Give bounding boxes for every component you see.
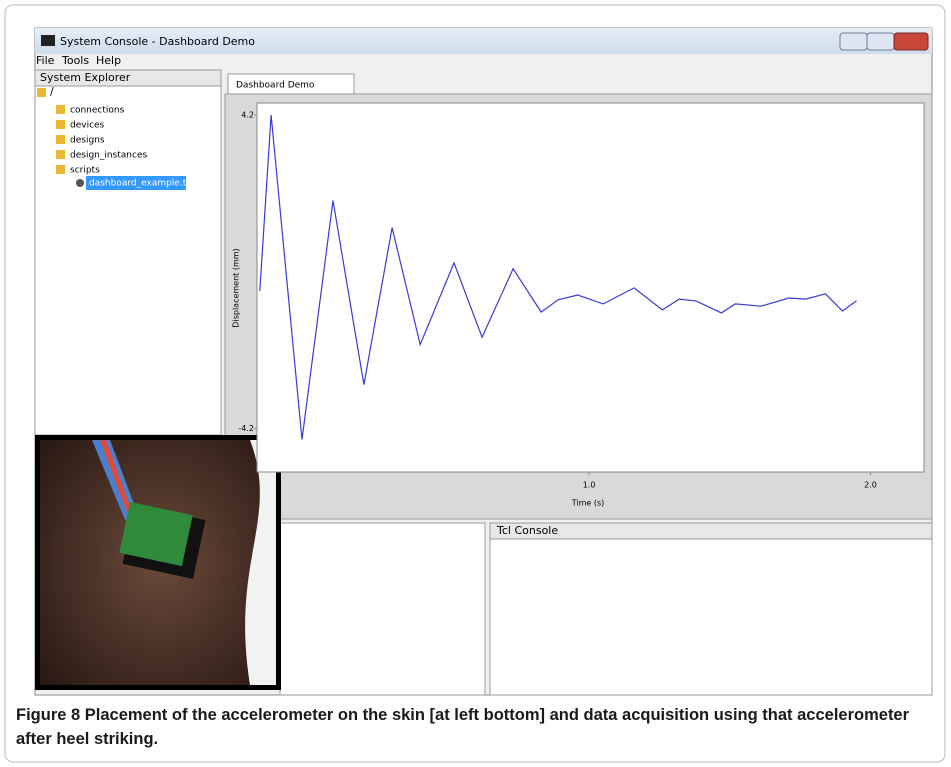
tree-item[interactable]: designs	[70, 136, 105, 146]
folder-icon	[56, 150, 65, 159]
x-axis-label: Time (s)	[571, 499, 605, 508]
tree-item[interactable]: design_instances	[70, 151, 147, 161]
plot-area	[257, 103, 924, 472]
photo-inset	[35, 435, 281, 690]
tree-item[interactable]: scripts	[70, 166, 100, 176]
close-button[interactable]	[894, 33, 928, 50]
window-title: System Console - Dashboard Demo	[60, 35, 255, 48]
folder-icon	[56, 120, 65, 129]
script-icon	[76, 179, 84, 187]
maximize-button[interactable]	[867, 33, 894, 50]
tab-label[interactable]: Dashboard Demo	[236, 81, 315, 91]
y-tick-label: 4.2	[241, 110, 254, 119]
menu-help[interactable]: Help	[96, 54, 121, 67]
y-axis-label: Displacement (mm)	[232, 248, 241, 327]
folder-icon	[56, 165, 65, 174]
console-panel	[490, 523, 932, 695]
tree-item[interactable]: connections	[70, 106, 125, 116]
folder-icon	[56, 105, 65, 114]
x-tick-label: 2.0	[864, 481, 877, 490]
tree-item[interactable]: devices	[70, 121, 105, 131]
folder-icon	[56, 135, 65, 144]
y-tick-label: -4.2	[238, 424, 254, 433]
x-tick-label: 1.0	[583, 481, 596, 490]
minimize-button[interactable]	[840, 33, 867, 50]
menu-tools[interactable]: Tools	[61, 54, 89, 67]
tree-item[interactable]: dashboard_example.tcl	[89, 179, 194, 189]
bottom-left-panel	[280, 523, 485, 695]
folder-icon	[37, 88, 46, 97]
app-icon	[41, 35, 55, 46]
console-title: Tcl Console	[496, 524, 558, 537]
caption: Figure 8 Placement of the accelerometer …	[16, 703, 941, 751]
figure: System Console - Dashboard Demo File Too…	[0, 0, 951, 767]
menu-file[interactable]: File	[36, 54, 55, 67]
page: {"window": {"title": "System Console - D…	[0, 0, 951, 767]
tree-item[interactable]: /	[50, 85, 54, 98]
explorer-title: System Explorer	[40, 71, 131, 84]
